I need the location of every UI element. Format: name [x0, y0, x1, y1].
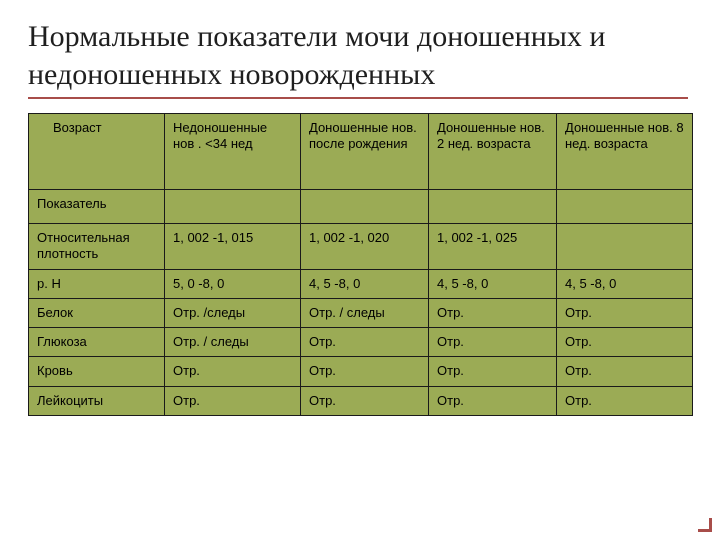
table-row: Белок Отр. /следы Отр. / следы Отр. Отр. — [29, 298, 693, 327]
table-row: Относительная плотность 1, 002 -1, 015 1… — [29, 224, 693, 270]
indicator-label: Показатель — [29, 190, 165, 224]
corner-decoration — [698, 518, 712, 532]
table-row: р. Н 5, 0 -8, 0 4, 5 -8, 0 4, 5 -8, 0 4,… — [29, 269, 693, 298]
title-underline — [28, 97, 688, 99]
cell: Отр. — [557, 357, 693, 386]
cell: 4, 5 -8, 0 — [557, 269, 693, 298]
cell-blank — [165, 190, 301, 224]
table-header-row: Возраст Недоношенные нов . <34 нед Донош… — [29, 114, 693, 190]
cell — [557, 224, 693, 270]
data-table: Возраст Недоношенные нов . <34 нед Донош… — [28, 113, 693, 416]
cell: 1, 002 -1, 015 — [165, 224, 301, 270]
cell: Отр. — [429, 386, 557, 415]
slide: { "slide": { "title": "Нормальные показа… — [0, 0, 720, 540]
cell: Отр. — [557, 328, 693, 357]
cell-blank — [301, 190, 429, 224]
row-label: Лейкоциты — [29, 386, 165, 415]
cell: 5, 0 -8, 0 — [165, 269, 301, 298]
cell: Отр. — [165, 386, 301, 415]
cell: Отр. — [301, 386, 429, 415]
cell: Отр. — [301, 357, 429, 386]
cell: 4, 5 -8, 0 — [301, 269, 429, 298]
row-label: Белок — [29, 298, 165, 327]
row-label: р. Н — [29, 269, 165, 298]
row-label: Кровь — [29, 357, 165, 386]
cell: Отр. — [165, 357, 301, 386]
slide-title: Нормальные показатели мочи доношенных и … — [28, 18, 692, 93]
table-indicator-row: Показатель — [29, 190, 693, 224]
cell-blank — [557, 190, 693, 224]
cell: 1, 002 -1, 025 — [429, 224, 557, 270]
header-col-1: Недоношенные нов . <34 нед — [165, 114, 301, 190]
cell: Отр. / следы — [165, 328, 301, 357]
cell: 1, 002 -1, 020 — [301, 224, 429, 270]
cell: Отр. — [429, 298, 557, 327]
cell: Отр. — [429, 328, 557, 357]
header-col-3: Доношенные нов. 2 нед. возраста — [429, 114, 557, 190]
cell: Отр. — [429, 357, 557, 386]
header-col-2: Доношенные нов. после рождения — [301, 114, 429, 190]
table-row: Глюкоза Отр. / следы Отр. Отр. Отр. — [29, 328, 693, 357]
cell-blank — [429, 190, 557, 224]
cell: Отр. — [301, 328, 429, 357]
table-row: Лейкоциты Отр. Отр. Отр. Отр. — [29, 386, 693, 415]
cell: Отр. — [557, 298, 693, 327]
table-row: Кровь Отр. Отр. Отр. Отр. — [29, 357, 693, 386]
cell: 4, 5 -8, 0 — [429, 269, 557, 298]
header-col-4: Доношенные нов. 8 нед. возраста — [557, 114, 693, 190]
cell: Отр. / следы — [301, 298, 429, 327]
row-label: Глюкоза — [29, 328, 165, 357]
row-label: Относительная плотность — [29, 224, 165, 270]
cell: Отр. — [557, 386, 693, 415]
cell: Отр. /следы — [165, 298, 301, 327]
header-age: Возраст — [29, 114, 165, 190]
